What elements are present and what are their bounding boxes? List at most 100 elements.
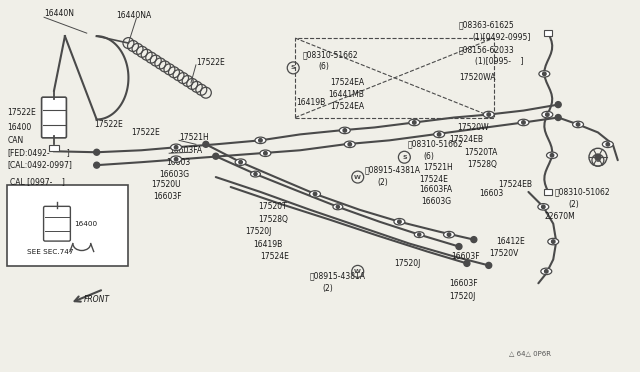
Text: 17522E: 17522E (95, 120, 124, 129)
Ellipse shape (333, 204, 343, 210)
Text: 17524E: 17524E (260, 252, 289, 261)
Text: 17520J: 17520J (394, 259, 421, 268)
Circle shape (259, 139, 262, 142)
Ellipse shape (171, 156, 182, 163)
Ellipse shape (539, 71, 550, 77)
FancyBboxPatch shape (42, 97, 67, 138)
Ellipse shape (573, 121, 584, 128)
Text: 17520J: 17520J (246, 227, 272, 236)
Circle shape (543, 72, 546, 76)
Circle shape (577, 123, 580, 126)
Circle shape (314, 192, 317, 196)
Text: 17521H: 17521H (179, 133, 209, 142)
Text: 17520W: 17520W (457, 123, 488, 132)
Text: 16603F: 16603F (449, 279, 477, 288)
Ellipse shape (235, 159, 246, 166)
Text: 17520TA: 17520TA (464, 148, 497, 157)
Ellipse shape (310, 191, 321, 197)
Text: 16440N: 16440N (44, 9, 74, 18)
Text: Ⓝ08363-61625: Ⓝ08363-61625 (459, 21, 515, 30)
Ellipse shape (409, 119, 420, 126)
Circle shape (556, 115, 561, 121)
Text: 16603G: 16603G (159, 170, 189, 179)
Text: CAN: CAN (7, 136, 24, 145)
Text: 16412E: 16412E (497, 237, 525, 246)
Text: (2): (2) (378, 177, 388, 186)
Text: S: S (402, 155, 406, 160)
Circle shape (397, 220, 401, 224)
Circle shape (437, 133, 441, 136)
Text: [FED:0492-: [FED:0492- (7, 148, 50, 157)
Ellipse shape (339, 127, 350, 134)
Circle shape (606, 142, 609, 146)
Ellipse shape (518, 119, 529, 126)
Text: 16603G: 16603G (421, 198, 451, 206)
Ellipse shape (171, 144, 182, 151)
Text: W: W (355, 174, 361, 180)
Circle shape (213, 153, 219, 159)
Circle shape (174, 145, 178, 149)
Circle shape (254, 173, 257, 176)
Text: S: S (596, 158, 600, 163)
Text: Ⓞ08915-4381A: Ⓞ08915-4381A (365, 166, 420, 174)
Circle shape (93, 162, 100, 168)
Ellipse shape (260, 150, 271, 157)
Bar (544, 189, 552, 195)
Text: 17524EB: 17524EB (449, 135, 483, 144)
Text: 16603FA: 16603FA (419, 186, 452, 195)
Circle shape (550, 154, 554, 157)
Text: 17524EB: 17524EB (499, 180, 532, 189)
Text: 16603F: 16603F (153, 192, 182, 201)
Text: 17522E: 17522E (196, 58, 225, 67)
Text: 17520T: 17520T (259, 202, 287, 211)
Ellipse shape (548, 238, 559, 245)
Text: 16603: 16603 (166, 158, 191, 167)
Text: 17520V: 17520V (489, 249, 518, 258)
Text: (2): (2) (568, 201, 579, 209)
Bar (7, 185, 129, 266)
Text: W: W (355, 269, 361, 274)
Text: 16440NA: 16440NA (116, 11, 152, 20)
Text: 17524E: 17524E (419, 174, 448, 183)
Text: Ⓝ08310-51662: Ⓝ08310-51662 (407, 140, 463, 149)
Text: 17520WA: 17520WA (459, 73, 495, 82)
Circle shape (464, 260, 470, 266)
Text: (6): (6) (423, 152, 434, 161)
Text: 16603FA: 16603FA (169, 146, 202, 155)
Text: SEE SEC.747: SEE SEC.747 (28, 248, 74, 254)
Ellipse shape (394, 218, 405, 225)
Ellipse shape (542, 111, 553, 118)
Text: (2): (2) (322, 284, 333, 293)
Text: △ 64△ 0P6R: △ 64△ 0P6R (509, 350, 550, 356)
Circle shape (447, 233, 451, 236)
Text: 16400: 16400 (74, 221, 97, 227)
Circle shape (239, 160, 243, 164)
Circle shape (418, 233, 421, 236)
Bar (544, 30, 552, 36)
Text: 16419B: 16419B (296, 98, 325, 107)
Circle shape (486, 262, 492, 268)
Text: 17524EA: 17524EA (330, 78, 364, 87)
Bar (295, 38, 493, 118)
Text: CAL [0997-    ]: CAL [0997- ] (10, 177, 65, 186)
Circle shape (541, 205, 545, 209)
Circle shape (545, 270, 548, 273)
Circle shape (545, 113, 549, 116)
Circle shape (595, 154, 601, 160)
Text: Ⓝ08310-51662: Ⓝ08310-51662 (302, 51, 358, 60)
FancyBboxPatch shape (44, 206, 70, 241)
Ellipse shape (483, 111, 494, 118)
Text: S: S (291, 65, 296, 70)
Text: (1)[0995-    ]: (1)[0995- ] (475, 57, 524, 67)
Text: 17520U: 17520U (151, 180, 181, 189)
Text: [CAL:0492-0997]: [CAL:0492-0997] (7, 160, 72, 169)
Text: 16419B: 16419B (253, 240, 283, 249)
Text: ]: ] (62, 148, 70, 157)
Ellipse shape (602, 141, 613, 148)
Text: 17522E: 17522E (7, 108, 36, 117)
Circle shape (456, 244, 462, 250)
Circle shape (93, 149, 100, 155)
Ellipse shape (344, 141, 355, 148)
Ellipse shape (414, 232, 424, 238)
Text: 16441MB: 16441MB (328, 90, 364, 99)
